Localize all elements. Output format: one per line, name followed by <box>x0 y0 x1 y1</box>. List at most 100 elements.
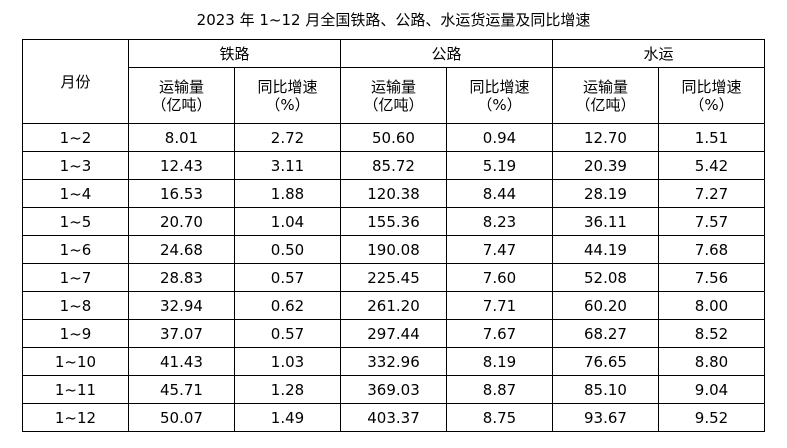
table-row: 1~7 28.83 0.57 225.45 7.60 52.08 7.56 <box>22 263 765 292</box>
table-row: 1~10 41.43 1.03 332.96 8.19 76.65 8.80 <box>22 347 765 376</box>
rail-growth-cell: 0.50 <box>234 235 341 264</box>
rail-volume-cell: 8.01 <box>128 123 235 152</box>
road-volume-cell: 120.38 <box>340 179 447 208</box>
water-growth-cell: 7.57 <box>658 207 765 236</box>
road-growth-header: 同比增速 （%） <box>446 67 553 124</box>
water-volume-cell: 12.70 <box>552 123 659 152</box>
road-growth-cell: 8.19 <box>446 347 553 376</box>
table-row: 1~2 8.01 2.72 50.60 0.94 12.70 1.51 <box>22 123 765 152</box>
table-row: 1~8 32.94 0.62 261.20 7.71 60.20 8.00 <box>22 291 765 320</box>
road-growth-cell: 7.60 <box>446 263 553 292</box>
rail-volume-cell: 12.43 <box>128 151 235 180</box>
table-row: 1~6 24.68 0.50 190.08 7.47 44.19 7.68 <box>22 235 765 264</box>
water-volume-cell: 85.10 <box>552 375 659 404</box>
water-growth-cell: 7.68 <box>658 235 765 264</box>
road-growth-cell: 8.75 <box>446 403 553 432</box>
water-growth-cell: 5.42 <box>658 151 765 180</box>
freight-table: 月份 铁路 公路 水运 运输量 （亿吨） 同比增速 （%） 运输量 （亿吨） 同比增速… <box>22 39 765 432</box>
road-volume-cell: 155.36 <box>340 207 447 236</box>
water-growth-cell: 1.51 <box>658 123 765 152</box>
road-volume-cell: 85.72 <box>340 151 447 180</box>
water-growth-cell: 8.80 <box>658 347 765 376</box>
rail-growth-cell: 0.62 <box>234 291 341 320</box>
water-volume-cell: 68.27 <box>552 319 659 348</box>
month-cell: 1~10 <box>22 347 129 376</box>
road-growth-cell: 8.87 <box>446 375 553 404</box>
water-growth-header: 同比增速 （%） <box>658 67 765 124</box>
rail-volume-cell: 28.83 <box>128 263 235 292</box>
month-cell: 1~9 <box>22 319 129 348</box>
water-growth-cell: 9.52 <box>658 403 765 432</box>
rail-volume-cell: 16.53 <box>128 179 235 208</box>
water-volume-cell: 36.11 <box>552 207 659 236</box>
water-volume-cell: 44.19 <box>552 235 659 264</box>
rail-growth-cell: 1.28 <box>234 375 341 404</box>
rail-volume-cell: 37.07 <box>128 319 235 348</box>
rail-volume-cell: 20.70 <box>128 207 235 236</box>
month-cell: 1~4 <box>22 179 129 208</box>
table-row: 1~5 20.70 1.04 155.36 8.23 36.11 7.57 <box>22 207 765 236</box>
road-volume-cell: 403.37 <box>340 403 447 432</box>
road-growth-cell: 5.19 <box>446 151 553 180</box>
road-volume-cell: 332.96 <box>340 347 447 376</box>
month-cell: 1~6 <box>22 235 129 264</box>
road-growth-cell: 7.47 <box>446 235 553 264</box>
rail-volume-cell: 50.07 <box>128 403 235 432</box>
rail-growth-cell: 0.57 <box>234 319 341 348</box>
month-cell: 1~8 <box>22 291 129 320</box>
rail-growth-cell: 2.72 <box>234 123 341 152</box>
road-volume-cell: 225.45 <box>340 263 447 292</box>
water-growth-cell: 8.52 <box>658 319 765 348</box>
water-volume-cell: 60.20 <box>552 291 659 320</box>
water-volume-header: 运输量 （亿吨） <box>552 67 659 124</box>
road-volume-cell: 190.08 <box>340 235 447 264</box>
table-row: 1~11 45.71 1.28 369.03 8.87 85.10 9.04 <box>22 375 765 404</box>
water-volume-cell: 28.19 <box>552 179 659 208</box>
road-growth-cell: 7.67 <box>446 319 553 348</box>
road-volume-cell: 261.20 <box>340 291 447 320</box>
water-growth-cell: 8.00 <box>658 291 765 320</box>
group-header-road: 公路 <box>340 39 553 68</box>
road-growth-cell: 7.71 <box>446 291 553 320</box>
water-growth-cell: 7.56 <box>658 263 765 292</box>
road-growth-cell: 8.44 <box>446 179 553 208</box>
road-growth-cell: 8.23 <box>446 207 553 236</box>
road-volume-cell: 369.03 <box>340 375 447 404</box>
water-volume-cell: 52.08 <box>552 263 659 292</box>
water-volume-cell: 20.39 <box>552 151 659 180</box>
month-cell: 1~2 <box>22 123 129 152</box>
rail-growth-cell: 1.49 <box>234 403 341 432</box>
road-volume-header: 运输量 （亿吨） <box>340 67 447 124</box>
water-volume-cell: 93.67 <box>552 403 659 432</box>
rail-volume-cell: 41.43 <box>128 347 235 376</box>
road-volume-cell: 297.44 <box>340 319 447 348</box>
month-header: 月份 <box>22 39 129 124</box>
month-cell: 1~3 <box>22 151 129 180</box>
month-cell: 1~7 <box>22 263 129 292</box>
rail-growth-header: 同比增速 （%） <box>234 67 341 124</box>
month-cell: 1~11 <box>22 375 129 404</box>
rail-volume-cell: 24.68 <box>128 235 235 264</box>
rail-volume-header: 运输量 （亿吨） <box>128 67 235 124</box>
road-growth-cell: 0.94 <box>446 123 553 152</box>
road-volume-cell: 50.60 <box>340 123 447 152</box>
table-row: 1~12 50.07 1.49 403.37 8.75 93.67 9.52 <box>22 403 765 432</box>
group-header-water: 水运 <box>552 39 765 68</box>
rail-growth-cell: 1.88 <box>234 179 341 208</box>
rail-growth-cell: 3.11 <box>234 151 341 180</box>
month-cell: 1~12 <box>22 403 129 432</box>
month-cell: 1~5 <box>22 207 129 236</box>
water-growth-cell: 9.04 <box>658 375 765 404</box>
table-title: 2023 年 1~12 月全国铁路、公路、水运货运量及同比增速 <box>196 11 591 29</box>
water-growth-cell: 7.27 <box>658 179 765 208</box>
table-row: 1~9 37.07 0.57 297.44 7.67 68.27 8.52 <box>22 319 765 348</box>
rail-growth-cell: 1.04 <box>234 207 341 236</box>
rail-growth-cell: 0.57 <box>234 263 341 292</box>
rail-growth-cell: 1.03 <box>234 347 341 376</box>
group-header-rail: 铁路 <box>128 39 341 68</box>
rail-volume-cell: 32.94 <box>128 291 235 320</box>
table-row: 1~3 12.43 3.11 85.72 5.19 20.39 5.42 <box>22 151 765 180</box>
table-row: 1~4 16.53 1.88 120.38 8.44 28.19 7.27 <box>22 179 765 208</box>
rail-volume-cell: 45.71 <box>128 375 235 404</box>
table-body: 1~2 8.01 2.72 50.60 0.94 12.70 1.51 1~3 12.43 3.1… <box>22 123 765 432</box>
